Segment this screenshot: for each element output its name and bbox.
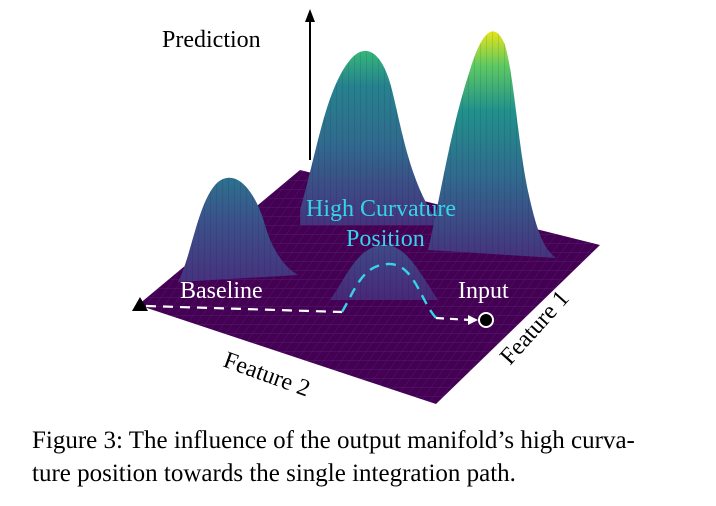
integration-path: [132, 262, 494, 328]
curvature-path: [340, 262, 437, 319]
end-path: [435, 316, 471, 322]
figure-caption: Figure 3: The influence of the output ma…: [32, 424, 696, 490]
axis-arrowhead: [305, 9, 315, 22]
caption-line-1: Figure 3: The influence of the output ma…: [32, 427, 635, 454]
prediction-axis: [305, 9, 315, 160]
input-marker: [478, 312, 494, 328]
high-curvature-label-line2: Position: [346, 226, 425, 252]
baseline-marker: [132, 297, 148, 311]
high-curvature-label-line1: High Curvature: [306, 196, 456, 222]
manifold-figure: Prediction High Curvature Position Basel…: [132, 9, 600, 404]
baseline-label: Baseline: [180, 278, 263, 304]
caption-line-2: ture position towards the single integra…: [32, 460, 516, 487]
prediction-label: Prediction: [162, 27, 261, 53]
manifold-peaks: [178, 31, 556, 300]
input-label: Input: [458, 278, 509, 304]
path-arrowhead: [468, 315, 478, 325]
